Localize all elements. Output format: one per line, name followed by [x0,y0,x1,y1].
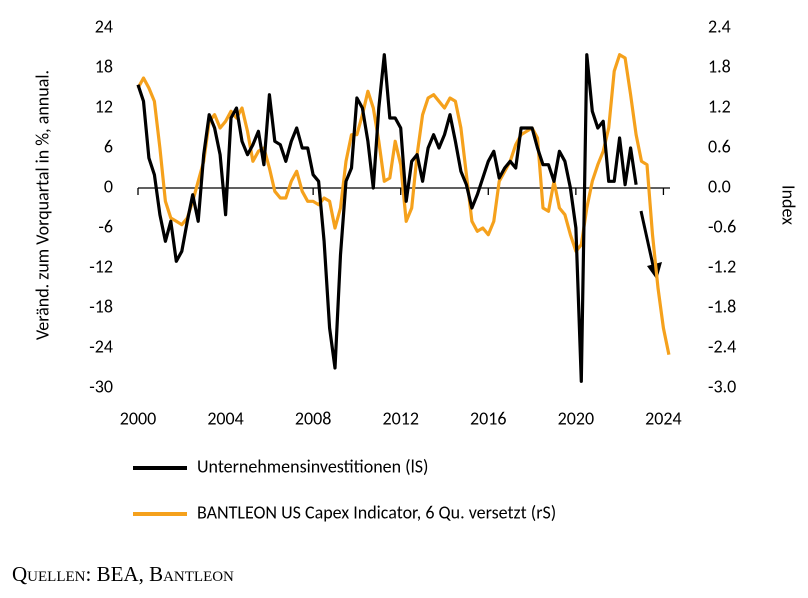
y2-tick-label: 0.6 [708,135,731,157]
y-tick-label: -12 [89,255,113,277]
y2-tick-label: -2.4 [708,335,736,357]
x-tick-label: 2004 [207,407,244,429]
source: Quellen: BEA, Bantleon [12,562,234,586]
y2-axis-label: Index [778,185,800,225]
y-axis-label: Veränd. zum Vorquartal in %, annual. [31,70,53,340]
y2-tick-label: -3.0 [708,375,736,397]
series-line [136,53,671,356]
y2-tick-label: -1.8 [708,295,736,317]
x-tick-label: 2000 [120,407,157,429]
y2-tick-label: 1.8 [708,55,731,77]
y-tick-label: 0 [104,175,113,197]
y-tick-label: 24 [95,15,113,37]
y2-tick-label: 1.2 [708,95,731,117]
x-tick-label: 2012 [382,407,419,429]
y-tick-label: 6 [104,135,113,157]
x-tick-label: 2024 [645,407,682,429]
y-tick-label: -18 [89,295,113,317]
y2-tick-label: -0.6 [708,215,736,237]
legend-label: Unternehmensinvestitionen (lS) [197,455,428,477]
x-tick-label: 2016 [470,407,507,429]
x-tick-label: 2008 [295,407,332,429]
y-tick-label: -24 [89,335,113,357]
y2-tick-label: 2.4 [708,15,731,37]
x-tick-label: 2020 [558,407,595,429]
y2-tick-label: 0.0 [708,175,731,197]
series-line [136,53,638,383]
arrow-shaft [639,210,656,271]
y2-tick-label: -1.2 [708,255,736,277]
y-tick-label: 12 [95,95,113,117]
y-tick-label: -6 [98,215,113,237]
legend-label: BANTLEON US Capex Indicator, 6 Qu. verse… [197,501,556,523]
y-tick-label: -30 [89,375,113,397]
y-tick-label: 18 [95,55,113,77]
